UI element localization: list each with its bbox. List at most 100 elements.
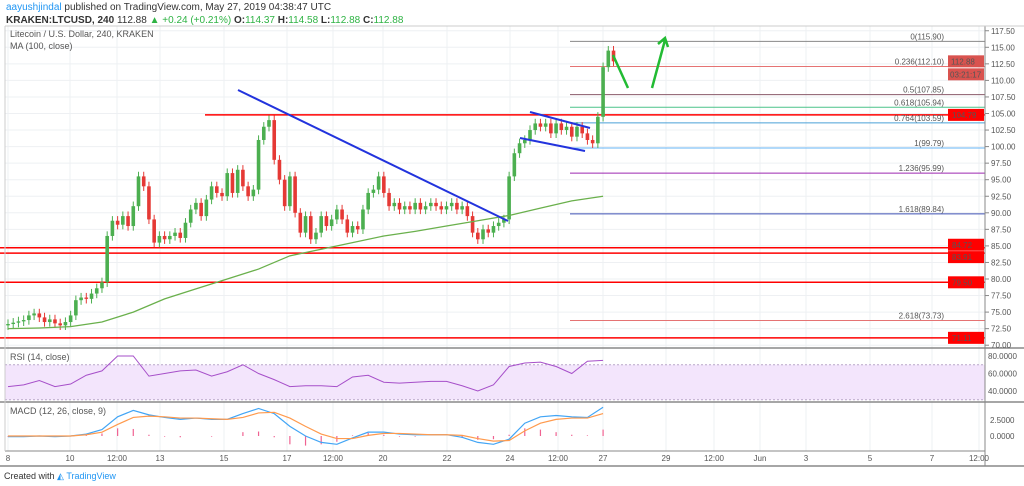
- candle-body: [63, 322, 68, 326]
- author-link[interactable]: aayushjindal: [6, 2, 62, 13]
- candle-body: [439, 206, 444, 210]
- candle-body: [251, 189, 256, 197]
- time-tick-label: 13: [156, 454, 165, 463]
- fibonacci-retracement[interactable]: 0(115.90) 0.236(112.10) 0.5(107.85) 0.618(1…: [570, 32, 985, 322]
- candle-body: [256, 139, 261, 190]
- candle: [235, 165, 240, 198]
- rsi-legend[interactable]: RSI (14, close): [10, 352, 70, 362]
- ma-legend[interactable]: MA (100, close): [10, 41, 73, 51]
- candle: [147, 181, 151, 225]
- flag-lower-line[interactable]: [519, 137, 586, 152]
- fib-level-label: 1(99.79): [914, 139, 944, 148]
- candle: [314, 228, 318, 244]
- up-arrow-icon[interactable]: [650, 35, 670, 89]
- published-text: published on TradingView.com, May 27, 20…: [64, 2, 332, 13]
- candle-body: [314, 232, 318, 240]
- candle-body: [303, 216, 308, 233]
- candle-body: [397, 202, 402, 210]
- candles: [6, 45, 616, 330]
- down-arrow-leg[interactable]: [611, 54, 630, 89]
- price-tick-label: 70.00: [991, 341, 1012, 350]
- candle-body: [288, 176, 292, 207]
- candle: [350, 221, 355, 238]
- footer: Created with ◭ TradingView: [4, 471, 116, 482]
- candle-body: [183, 222, 188, 238]
- fib-level-label: 1.618(89.84): [899, 205, 945, 214]
- candle: [194, 198, 198, 215]
- candle: [449, 198, 454, 211]
- candle: [355, 221, 360, 234]
- time-tick-label: 15: [220, 454, 229, 463]
- time-tick-label: 27: [599, 454, 608, 463]
- fib-level-label: 0.618(105.94): [894, 98, 944, 107]
- candle-body: [272, 120, 277, 160]
- candle-body: [423, 206, 428, 210]
- candle-body: [27, 315, 31, 321]
- candle: [465, 201, 470, 221]
- macd-tick-label: 0.0000: [990, 432, 1015, 441]
- bearish-trendline[interactable]: [237, 89, 509, 222]
- close-label: C:: [362, 15, 374, 26]
- arrows[interactable]: [611, 35, 670, 89]
- candle-body: [58, 323, 62, 326]
- candle-body: [569, 126, 574, 137]
- fib-level-label: 1.236(95.99): [899, 164, 945, 173]
- candle-body: [408, 206, 412, 210]
- candle-body: [564, 126, 569, 131]
- time-tick-label: 8: [6, 454, 11, 463]
- candle-body: [319, 216, 323, 233]
- candle-body: [606, 50, 611, 68]
- candle-body: [74, 300, 78, 316]
- last-price: 112.88: [116, 15, 147, 26]
- candle: [361, 204, 365, 234]
- candle: [392, 198, 397, 211]
- price-axis[interactable]: 117.50 115.00 112.50 110.00 107.50 105.00 102.…: [985, 27, 1017, 441]
- candle: [596, 112, 600, 148]
- macd-legend[interactable]: MACD (12, 26, close, 9): [10, 406, 106, 416]
- candle-body: [465, 206, 470, 217]
- level-badge-text: 104.79: [952, 111, 977, 120]
- rsi-tick-label: 60.0000: [988, 370, 1017, 379]
- trendlines[interactable]: [237, 89, 591, 222]
- candle-body: [444, 206, 449, 210]
- signal-line: [8, 411, 604, 442]
- candle-body: [596, 116, 600, 144]
- low-value: 112.88: [330, 15, 361, 26]
- time-axis[interactable]: 8 10 12:00 13 15 17 12:00 20 22 24 12:00 27 29 12:00 J…: [6, 454, 990, 463]
- candle-body: [355, 226, 360, 230]
- candle: [246, 181, 250, 201]
- time-tick-label: 5: [868, 454, 873, 463]
- price-tick-label: 90.00: [991, 209, 1012, 218]
- level-badge: [948, 108, 984, 121]
- candle-body: [215, 186, 219, 193]
- time-tick-label: 29: [662, 454, 671, 463]
- candle: [121, 211, 125, 230]
- candle-body: [178, 232, 183, 238]
- up-triangle-icon: ▲: [149, 15, 160, 26]
- high-value: 114.58: [288, 15, 319, 26]
- candle: [481, 224, 485, 244]
- candle-body: [6, 324, 10, 326]
- candle-body: [366, 192, 370, 210]
- time-tick-label: 12:00: [107, 454, 128, 463]
- flag-upper-line[interactable]: [529, 111, 591, 129]
- candle-body: [147, 186, 151, 220]
- candle-body: [340, 209, 344, 220]
- candle-body: [188, 209, 193, 223]
- candle: [272, 115, 277, 165]
- candle-body: [580, 126, 584, 134]
- candle: [486, 224, 491, 238]
- candle: [345, 214, 350, 238]
- candle-body: [21, 320, 26, 322]
- candle-body: [491, 226, 496, 233]
- candle: [115, 216, 120, 230]
- candle: [267, 115, 271, 132]
- candle-body: [549, 123, 553, 134]
- countdown-badge-text: 03:21:17: [950, 70, 982, 79]
- candle: [282, 175, 287, 211]
- candle-body: [194, 202, 198, 210]
- candle-body: [575, 126, 579, 137]
- candle-body: [11, 322, 16, 325]
- tradingview-brand[interactable]: TradingView: [66, 471, 116, 481]
